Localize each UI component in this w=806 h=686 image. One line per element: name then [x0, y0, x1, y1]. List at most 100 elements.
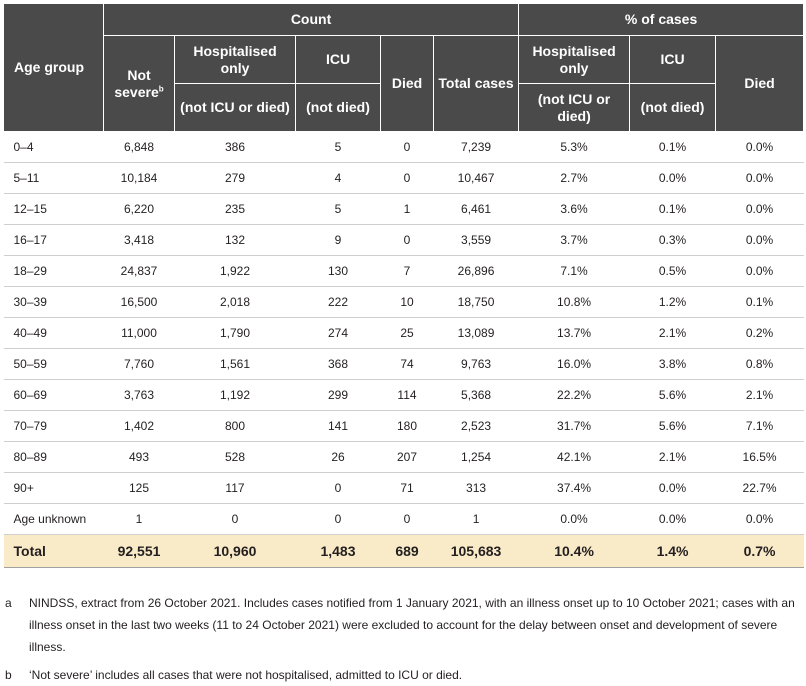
- cell-pct-hosp: 2.7%: [518, 162, 630, 194]
- cell-total: 1,254: [433, 441, 519, 473]
- cell-not-severe: 10,184: [103, 162, 175, 194]
- cell-pct-hosp: 10.8%: [518, 286, 630, 318]
- cell-hosp: 132: [174, 224, 296, 256]
- cell-hosp: 1,922: [174, 255, 296, 287]
- cell-died: 0: [380, 224, 434, 256]
- cell-pct-hosp: 31.7%: [518, 410, 630, 442]
- footnote-a-mark: a: [5, 596, 12, 610]
- cell-total: 105,683: [433, 534, 519, 568]
- cell-pct-icu: 5.6%: [629, 410, 716, 442]
- cell-pct-died: 2.1%: [715, 379, 804, 411]
- cell-not-severe: 3,763: [103, 379, 175, 411]
- cell-icu: 130: [295, 255, 381, 287]
- cell-pct-hosp: 3.7%: [518, 224, 630, 256]
- footnote-b-text: ‘Not severe’ includes all cases that wer…: [29, 668, 463, 682]
- header-not-icu-or-died: (not ICU or died): [174, 83, 296, 132]
- cell-pct-hosp: 7.1%: [518, 255, 630, 287]
- header-pct-hospitalised-only: Hospitalised only: [518, 35, 631, 84]
- cell-pct-hosp: 13.7%: [518, 317, 630, 349]
- cell-age: Total: [3, 534, 104, 568]
- cell-hosp: 235: [174, 193, 296, 225]
- cell-icu: 368: [295, 348, 381, 380]
- cell-died: 1: [380, 193, 434, 225]
- cell-hosp: 386: [174, 131, 296, 163]
- cell-pct-died: 7.1%: [715, 410, 804, 442]
- cell-age: 50–59: [3, 348, 104, 380]
- cell-total: 2,523: [433, 410, 519, 442]
- cell-hosp: 2,018: [174, 286, 296, 318]
- cell-hosp: 0: [174, 503, 296, 535]
- cell-pct-icu: 1.4%: [629, 534, 716, 568]
- table-row: 5–11 10,184 279 4 0 10,467 2.7% 0.0% 0.0%: [3, 162, 804, 194]
- cell-died: 180: [380, 410, 434, 442]
- cell-icu: 0: [295, 503, 381, 535]
- cell-hosp: 1,790: [174, 317, 296, 349]
- footnote-mark-b: b: [158, 83, 164, 93]
- cell-total: 9,763: [433, 348, 519, 380]
- cell-pct-icu: 0.0%: [629, 503, 716, 535]
- cell-pct-icu: 2.1%: [629, 441, 716, 473]
- cell-total: 6,461: [433, 193, 519, 225]
- cell-hosp: 528: [174, 441, 296, 473]
- cell-not-severe: 6,848: [103, 131, 175, 163]
- cell-died: 25: [380, 317, 434, 349]
- cell-hosp: 279: [174, 162, 296, 194]
- header-pct-not-icu-or-died: (not ICU or died): [518, 83, 631, 132]
- table-row: 90+ 125 117 0 71 313 37.4% 0.0% 22.7%: [3, 472, 804, 504]
- table-header: Age group Count % of cases Not severeb H…: [3, 3, 805, 132]
- cell-hosp: 1,561: [174, 348, 296, 380]
- cell-age: 12–15: [3, 193, 104, 225]
- cell-pct-hosp: 42.1%: [518, 441, 630, 473]
- cell-pct-died: 0.0%: [715, 224, 804, 256]
- table-row: Age unknown 1 0 0 0 1 0.0% 0.0% 0.0%: [3, 503, 804, 535]
- cell-not-severe: 1,402: [103, 410, 175, 442]
- total-row: Total 92,551 10,960 1,483 689 105,683 10.4% 1.4…: [3, 534, 804, 568]
- header-pct-icu: ICU: [629, 35, 717, 84]
- header-icu-not-died: (not died): [295, 83, 381, 132]
- cell-age: 18–29: [3, 255, 104, 287]
- cell-total: 13,089: [433, 317, 519, 349]
- cell-died: 0: [380, 131, 434, 163]
- footnote-a-text: NINDSS, extract from 26 October 2021. In…: [29, 596, 795, 654]
- cell-pct-icu: 0.1%: [629, 193, 716, 225]
- footnote-b-mark: b: [5, 668, 12, 682]
- header-not-severe: Not severeb: [103, 35, 175, 132]
- cell-pct-icu: 3.8%: [629, 348, 716, 380]
- cell-icu: 141: [295, 410, 381, 442]
- header-total-cases: Total cases: [432, 35, 520, 132]
- cell-not-severe: 24,837: [103, 255, 175, 287]
- cell-icu: 299: [295, 379, 381, 411]
- cell-pct-died: 16.5%: [715, 441, 804, 473]
- cell-pct-icu: 2.1%: [629, 317, 716, 349]
- cell-age: 80–89: [3, 441, 104, 473]
- cell-total: 26,896: [433, 255, 519, 287]
- cell-icu: 5: [295, 193, 381, 225]
- cell-pct-died: 22.7%: [715, 472, 804, 504]
- cell-not-severe: 6,220: [103, 193, 175, 225]
- cell-pct-icu: 5.6%: [629, 379, 716, 411]
- cell-died: 71: [380, 472, 434, 504]
- cell-icu: 222: [295, 286, 381, 318]
- cell-died: 207: [380, 441, 434, 473]
- cell-hosp: 1,192: [174, 379, 296, 411]
- cell-total: 1: [433, 503, 519, 535]
- cell-age: 40–49: [3, 317, 104, 349]
- cell-not-severe: 92,551: [103, 534, 175, 568]
- cell-died: 114: [380, 379, 434, 411]
- cell-age: Age unknown: [3, 503, 104, 535]
- table-row: 70–79 1,402 800 141 180 2,523 31.7% 5.6% 7.1%: [3, 410, 804, 442]
- cell-not-severe: 7,760: [103, 348, 175, 380]
- cell-died: 74: [380, 348, 434, 380]
- header-pct-of-cases: % of cases: [518, 3, 805, 36]
- cell-pct-died: 0.8%: [715, 348, 804, 380]
- cell-pct-died: 0.0%: [715, 255, 804, 287]
- cell-not-severe: 11,000: [103, 317, 175, 349]
- cell-died: 0: [380, 162, 434, 194]
- header-count: Count: [102, 3, 520, 36]
- cell-pct-died: 0.2%: [715, 317, 804, 349]
- cell-hosp: 800: [174, 410, 296, 442]
- table-row: 40–49 11,000 1,790 274 25 13,089 13.7% 2.1% 0.2%: [3, 317, 804, 349]
- cell-icu: 26: [295, 441, 381, 473]
- cell-age: 5–11: [3, 162, 104, 194]
- table-row: 30–39 16,500 2,018 222 10 18,750 10.8% 1.2% 0.1%: [3, 286, 804, 318]
